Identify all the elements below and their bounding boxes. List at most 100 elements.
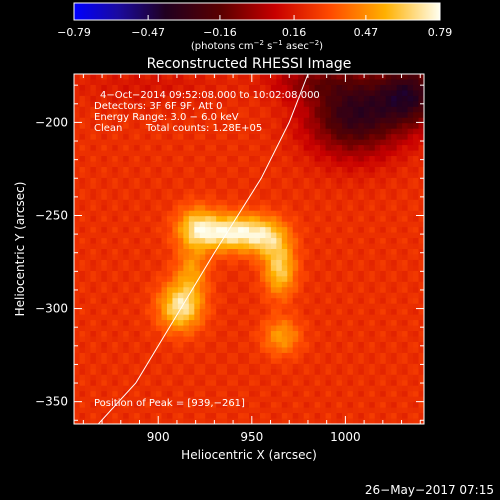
heatmap-cell	[363, 259, 370, 267]
heatmap-cell	[380, 172, 387, 179]
heatmap-cell	[183, 418, 190, 424]
heatmap-cell	[363, 309, 370, 316]
heatmap-cell	[238, 331, 245, 338]
heatmap-cell	[166, 117, 174, 124]
heatmap-cell	[265, 177, 272, 184]
heatmap-cell	[172, 402, 179, 409]
heatmap-cell	[139, 177, 146, 184]
heatmap-cell	[95, 183, 102, 190]
heatmap-cell	[205, 352, 212, 359]
heatmap-cell	[336, 90, 343, 97]
heatmap-cell	[210, 254, 217, 261]
heatmap-cell	[352, 396, 359, 403]
heatmap-cell	[128, 183, 135, 190]
heatmap-cell	[352, 166, 359, 174]
heatmap-cell	[161, 413, 168, 420]
heatmap-cell	[74, 325, 81, 332]
heatmap-cell	[210, 117, 217, 124]
heatmap-cell	[396, 216, 403, 223]
heatmap-cell	[363, 117, 370, 124]
heatmap-cell	[95, 380, 102, 387]
heatmap-cell	[265, 259, 272, 267]
heatmap-cell	[221, 352, 228, 359]
heatmap-cell	[188, 74, 195, 81]
heatmap-cell	[265, 352, 272, 359]
colorbar-strip	[74, 3, 440, 20]
heatmap-cell	[341, 265, 349, 272]
heatmap-cell	[336, 413, 343, 420]
heatmap-cell	[369, 117, 376, 124]
heatmap-cell	[254, 172, 261, 179]
heatmap-cell	[205, 156, 212, 163]
heatmap-cell	[380, 402, 387, 409]
heatmap-cell	[101, 145, 108, 152]
heatmap-cell	[188, 352, 195, 359]
heatmap-cell	[194, 84, 201, 92]
heatmap-cell	[134, 243, 141, 250]
heatmap-cell	[407, 303, 414, 310]
heatmap-cell	[298, 341, 305, 349]
heatmap-cell	[380, 145, 387, 152]
heatmap-cell	[391, 95, 398, 102]
heatmap-cell	[177, 117, 184, 124]
heatmap-cell	[188, 90, 195, 97]
heatmap-cell	[413, 199, 420, 206]
heatmap-cell	[161, 418, 168, 424]
heatmap-cell	[183, 243, 190, 250]
heatmap-cell	[172, 374, 179, 381]
heatmap-cell	[402, 281, 409, 288]
heatmap-cell	[396, 249, 403, 256]
heatmap-cell	[145, 134, 152, 141]
heatmap-cell	[139, 374, 146, 381]
heatmap-cell	[336, 123, 343, 130]
heatmap-cell	[281, 320, 288, 327]
heatmap-cell	[413, 276, 420, 283]
heatmap-cell	[161, 347, 168, 354]
heatmap-cell	[270, 112, 277, 119]
heatmap-cell	[145, 303, 152, 310]
heatmap-cell	[259, 101, 267, 108]
heatmap-cell	[303, 205, 310, 212]
heatmap-cell	[139, 188, 146, 195]
heatmap-cell	[243, 380, 250, 387]
heatmap-cell	[216, 325, 223, 332]
heatmap-cell	[309, 418, 316, 424]
heatmap-cell	[413, 117, 420, 124]
heatmap-cell	[74, 352, 81, 359]
heatmap-cell	[238, 227, 245, 234]
heatmap-cell	[292, 396, 299, 403]
heatmap-cell	[177, 101, 184, 108]
heatmap-cell	[139, 210, 146, 217]
heatmap-cell	[177, 413, 184, 420]
heatmap-cell	[123, 199, 130, 206]
heatmap-cell	[221, 139, 228, 146]
heatmap-cell	[374, 188, 381, 195]
heatmap-cell	[128, 259, 135, 267]
heatmap-cell	[210, 156, 217, 163]
heatmap-cell	[79, 232, 86, 239]
heatmap-cell	[134, 216, 141, 223]
heatmap-cell	[117, 363, 124, 370]
heatmap-cell	[352, 347, 359, 354]
heatmap-cell	[183, 391, 190, 398]
heatmap-cell	[145, 374, 152, 381]
heatmap-cell	[183, 249, 190, 256]
heatmap-cell	[385, 396, 392, 403]
heatmap-cell	[210, 249, 217, 256]
heatmap-cell	[352, 194, 359, 201]
heatmap-cell	[134, 402, 141, 409]
heatmap-cell	[221, 298, 228, 305]
heatmap-cell	[270, 303, 277, 310]
heatmap-cell	[79, 336, 86, 343]
heatmap-cell	[150, 243, 157, 250]
heatmap-cell	[325, 84, 332, 92]
heatmap-cell	[281, 232, 288, 239]
heatmap-cell	[374, 259, 381, 267]
heatmap-cell	[188, 84, 195, 92]
heatmap-cell	[270, 90, 277, 97]
heatmap-cell	[265, 216, 272, 223]
heatmap-cell	[145, 183, 152, 190]
heatmap-cell	[106, 205, 113, 212]
heatmap-cell	[336, 270, 343, 277]
heatmap-cell	[287, 183, 294, 190]
